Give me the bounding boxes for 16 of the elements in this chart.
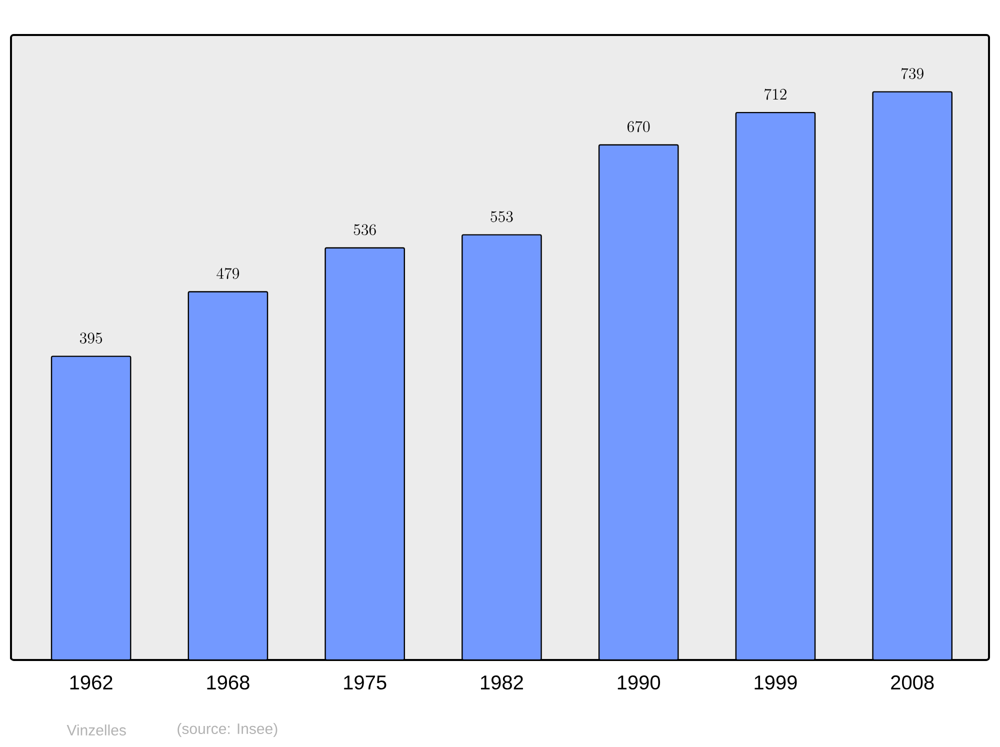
data-label: 536 [354,224,376,236]
data-label: 479 [216,268,240,280]
data-label: 553 [490,211,513,222]
data-label: 395 [80,332,102,344]
x-tick-label: 1962 [70,675,112,690]
x-tick-label: 1982 [481,675,523,690]
x-tick-label: 1990 [618,675,660,690]
data-label: 712 [764,88,786,100]
x-tick-label: 1975 [344,675,386,690]
data-label: 739 [901,68,924,80]
x-tick-label: 2008 [891,675,934,690]
data-label: 670 [627,121,650,132]
text: Vinzelles [66,724,126,736]
text: (source: Insee) [178,723,278,737]
x-tick-label: 1999 [754,675,797,690]
x-tick-label: 1968 [207,675,250,690]
